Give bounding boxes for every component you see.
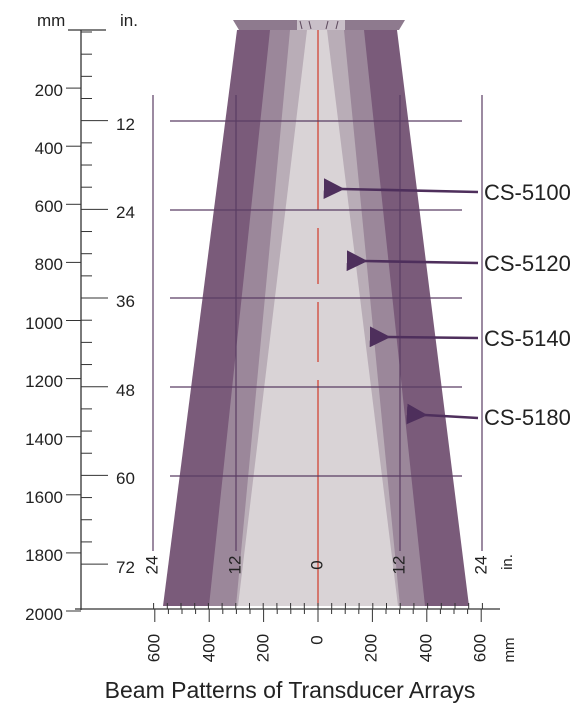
mm-label-600: 600 [35,197,63,216]
bottom-mm-label-400-left: 400 [199,634,218,662]
transducer-element-marks [299,20,339,30]
bottom-mm-label-200-left: 200 [253,634,272,662]
bottom-axis: 24 12 0 12 24 in. 600 400 200 0 200 400 … [75,554,518,663]
beam-label-cs-5180: CS-5180 [484,405,571,430]
mm-label-2000: 2000 [25,605,63,624]
bottom-axis-in-labels: 24 12 0 12 24 in. [142,554,515,574]
left-axis-in-labels: 12 24 36 48 60 72 [116,115,135,577]
in-label-12: 12 [116,115,135,134]
lateral-reference-lines [152,95,483,551]
left-axis-mm-labels: 200 400 600 800 1000 1200 1400 1600 1800… [25,81,63,624]
callout-arrow-cs-5100 [323,178,479,199]
bottom-mm-label-600-left: 600 [144,634,163,662]
in-label-72: 72 [116,558,135,577]
in-label-60: 60 [116,469,135,488]
beam-label-cs-5100: CS-5100 [484,180,571,205]
bottom-in-label-0: 0 [307,560,326,569]
in-label-48: 48 [116,381,135,400]
mm-label-200: 200 [35,81,63,100]
beam-label-cs-5120: CS-5120 [484,251,571,276]
bottom-in-label-12-right: 12 [389,556,408,575]
diagram-title: Beam Patterns of Transducer Arrays [105,677,476,703]
mm-label-1200: 1200 [25,372,63,391]
transducer-face [297,20,345,30]
bottom-axis-minor-ticks [153,603,483,622]
mm-label-1400: 1400 [25,430,63,449]
left-axis-in-unit: in. [120,11,138,30]
callout-arrow-cs-5180 [406,403,479,425]
bottom-mm-label-0: 0 [307,635,326,644]
left-axis: mm in. 200 400 600 800 1000 1200 1400 16… [25,11,138,624]
mm-label-1600: 1600 [25,488,63,507]
left-axis-minor-ticks [66,31,108,612]
mm-label-1800: 1800 [25,546,63,565]
bottom-mm-label-600-right: 600 [470,634,489,662]
beam-labels: CS-5100 CS-5120 CS-5140 CS-5180 [484,180,571,430]
mm-label-400: 400 [35,139,63,158]
bottom-in-label-24-right: 24 [471,556,490,575]
callout-arrow-cs-5140 [369,326,479,348]
mm-label-1000: 1000 [25,314,63,333]
bottom-mm-unit: mm [501,638,518,663]
bottom-in-label-12-left: 12 [225,556,244,575]
beam-label-cs-5140: CS-5140 [484,326,571,351]
beam-callouts [323,178,479,425]
bottom-in-unit: in. [499,554,516,570]
in-label-24: 24 [116,203,135,222]
callout-arrow-cs-5120 [346,250,479,272]
bottom-axis-mm-labels: 600 400 200 0 200 400 600 mm [144,634,517,663]
mm-label-800: 800 [35,255,63,274]
bottom-in-label-24-left: 24 [142,556,161,575]
in-label-36: 36 [116,292,135,311]
bottom-mm-label-400-right: 400 [416,634,435,662]
left-axis-mm-unit: mm [37,11,65,30]
inch-reference-lines [170,120,462,477]
bottom-mm-label-200-right: 200 [361,634,380,662]
